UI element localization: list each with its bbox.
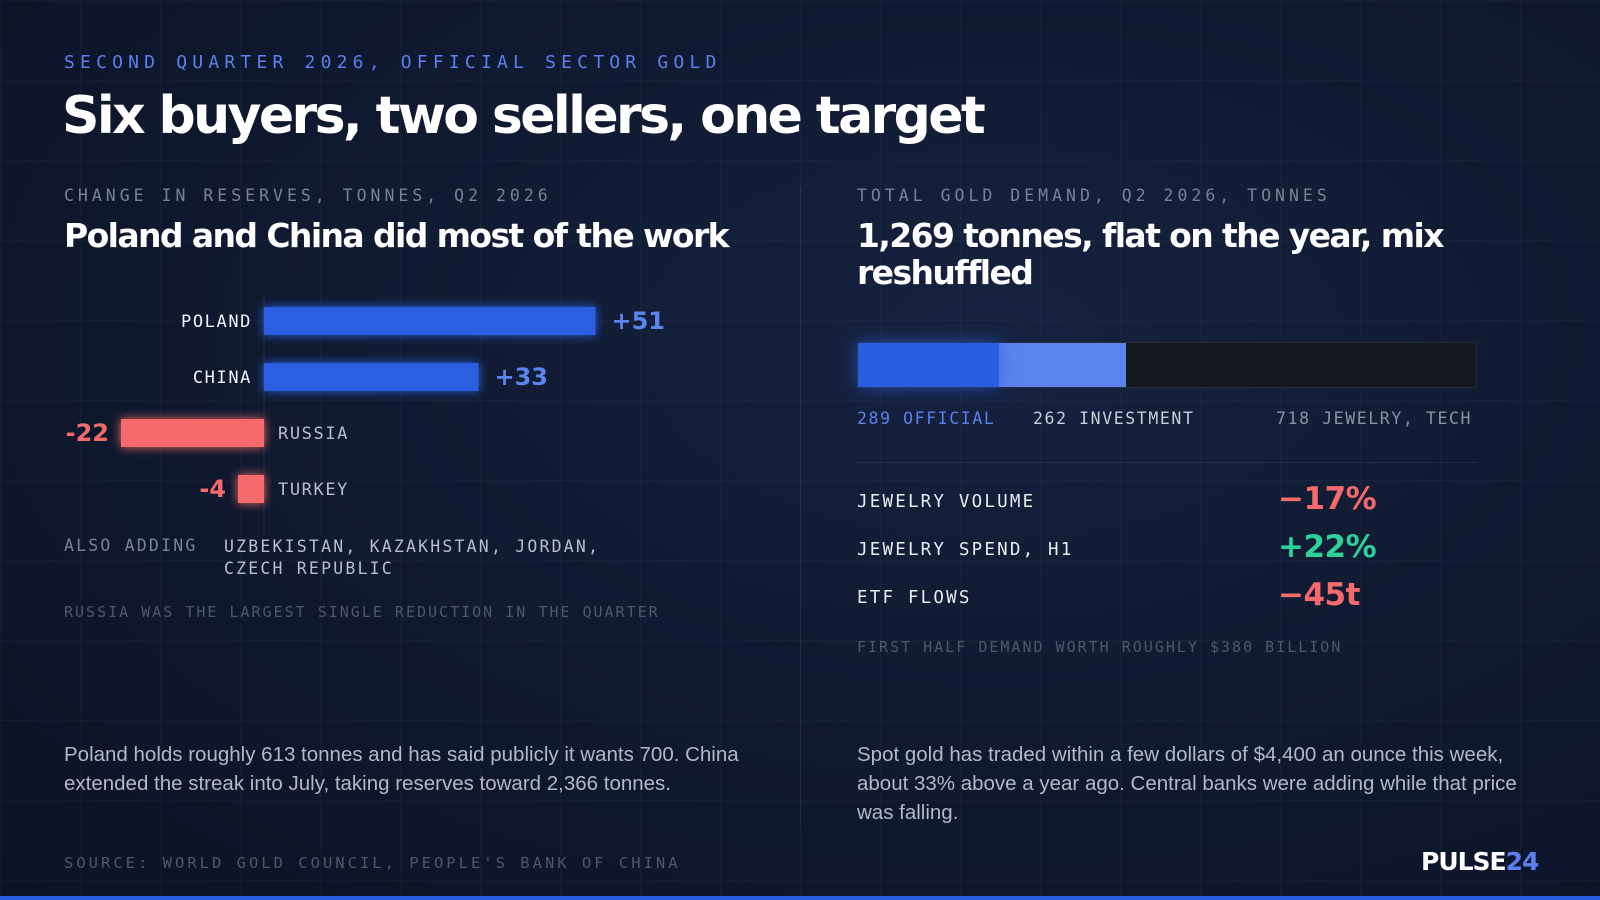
value-label-china: +33 [495, 363, 549, 391]
reserves-bar-chart: POLAND +51 CHINA +33 RUSSIA -22 TURKEY -4 [65, 307, 666, 503]
body-text-right: Spot gold has traded within a few dollar… [857, 743, 1517, 824]
value-label-poland: +51 [612, 307, 666, 335]
metric-label-jewelry-spend: JEWELRY SPEND, H1 [857, 540, 1074, 560]
right-note: FIRST HALF DEMAND WORTH ROUGHLY $380 BIL… [857, 638, 1343, 656]
body-text-left: Poland holds roughly 613 tonnes and has … [64, 743, 739, 795]
column-divider [800, 186, 801, 826]
category-label-poland: POLAND [181, 312, 252, 332]
right-eyebrow: TOTAL GOLD DEMAND, Q2 2026, TONNES [857, 186, 1331, 205]
bottom-accent-bar [0, 896, 1600, 900]
bar-turkey [238, 475, 264, 503]
source-line: SOURCE: WORLD GOLD COUNCIL, PEOPLE'S BAN… [64, 854, 681, 872]
metric-value-jewelry-spend: +22% [1278, 529, 1377, 565]
left-eyebrow: CHANGE IN RESERVES, TONNES, Q2 2026 [64, 186, 552, 205]
logo-part-2: 24 [1505, 847, 1540, 876]
metric-label-etf-flows: ETF FLOWS [857, 588, 972, 608]
category-label-russia: RUSSIA [278, 424, 349, 444]
bar-poland [264, 307, 596, 335]
also-adding-label: ALSO ADDING [64, 536, 198, 555]
left-note: RUSSIA WAS THE LARGEST SINGLE REDUCTION … [64, 603, 660, 621]
bar-russia [121, 419, 264, 447]
bar-china [264, 363, 479, 391]
also-adding-list: UZBEKISTAN, KAZAKHSTAN, JORDAN, CZECH RE… [224, 537, 601, 578]
value-label-russia: -22 [66, 419, 109, 447]
demand-stacked-bar [857, 342, 1477, 388]
pulse24-logo: PULSE24 [1421, 847, 1540, 876]
metrics-divider [857, 462, 1477, 463]
metric-label-jewelry-volume: JEWELRY VOLUME [857, 492, 1036, 512]
headline: Six buyers, two sellers, one target [62, 86, 986, 146]
stack-segment-investment [998, 343, 1127, 387]
metric-value-etf-flows: −45t [1278, 577, 1360, 613]
value-label-turkey: -4 [199, 475, 226, 503]
stack-label-jewelry-tech: 718 JEWELRY, TECH [1276, 409, 1473, 428]
right-subhead: 1,269 tonnes, flat on the year, mix resh… [857, 216, 1445, 292]
metric-value-jewelry-volume: −17% [1278, 481, 1377, 517]
kicker: SECOND QUARTER 2026, OFFICIAL SECTOR GOL… [64, 52, 722, 73]
stack-label-official: 289 OFFICIAL [857, 409, 996, 428]
stack-label-investment: 262 INVESTMENT [1033, 409, 1195, 428]
category-label-turkey: TURKEY [278, 480, 349, 500]
logo-part-1: PULSE [1421, 847, 1507, 876]
stack-segment-jewelry-tech [1126, 343, 1476, 387]
stack-segment-official [858, 343, 999, 387]
left-subhead: Poland and China did most of the work [64, 216, 730, 255]
category-label-china: CHINA [193, 368, 252, 388]
